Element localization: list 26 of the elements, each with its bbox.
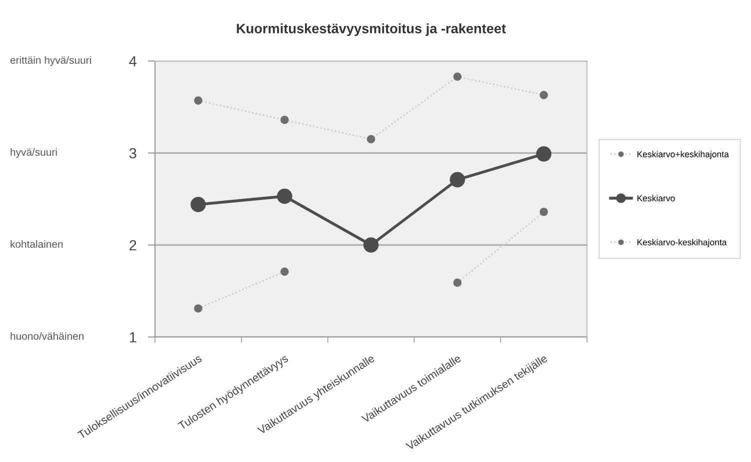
- point: [453, 278, 462, 287]
- point: [540, 208, 548, 216]
- legend-label: Keskiarvo-keskihajonta: [637, 238, 727, 248]
- point: [280, 268, 289, 276]
- point: [190, 196, 206, 212]
- point: [280, 116, 289, 124]
- point: [366, 135, 376, 144]
- point: [194, 96, 202, 105]
- chart-title: Kuormituskestävyysmitoitus ja -rakenteet: [236, 23, 506, 36]
- y-tick-label: 2: [130, 240, 136, 250]
- point: [194, 304, 202, 313]
- legend-label: Keskiarvo+keskihajonta: [637, 150, 729, 160]
- point: [450, 172, 466, 188]
- y-tick-label: 4: [129, 56, 137, 66]
- legend-label: Keskiarvo: [637, 194, 675, 202]
- point: [276, 188, 292, 204]
- point: [363, 237, 379, 253]
- point: [453, 72, 462, 81]
- text: hyvä/suuri: [10, 148, 57, 158]
- y-tick-label: 1: [130, 332, 136, 342]
- text: huono/vähäinen: [10, 332, 84, 340]
- y-tick-label: 3: [129, 148, 136, 158]
- text: kohtalainen: [10, 240, 63, 248]
- text: erittäin hyvä/suuri: [10, 56, 91, 66]
- point: [536, 146, 552, 162]
- point: [540, 90, 548, 100]
